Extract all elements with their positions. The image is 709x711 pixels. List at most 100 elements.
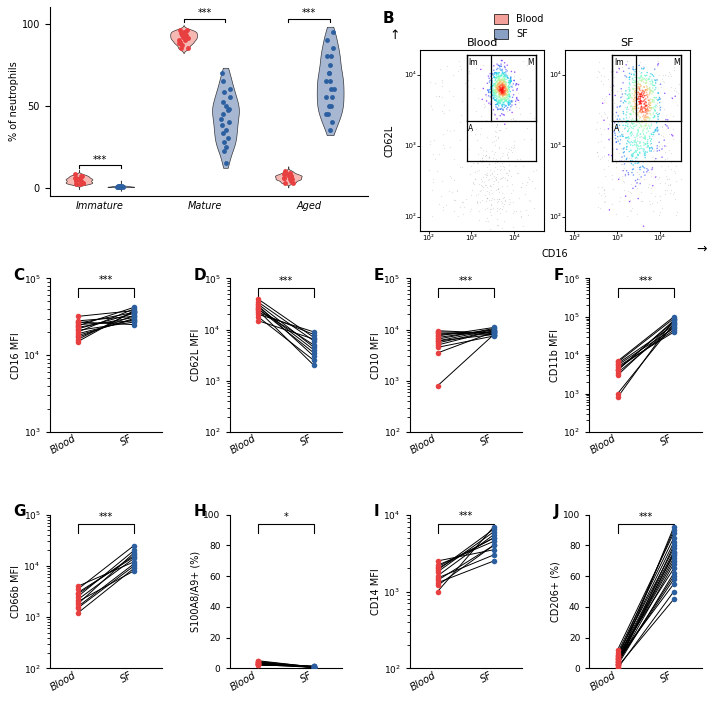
- Point: [623, 123, 635, 134]
- Point: [496, 55, 508, 66]
- Point: [510, 95, 521, 107]
- Point: [623, 153, 635, 164]
- Point: [523, 171, 534, 182]
- Point: [508, 75, 520, 86]
- Point: [489, 72, 501, 83]
- Point: [501, 65, 513, 77]
- Point: [494, 85, 506, 96]
- Point: [486, 92, 497, 104]
- Point: [665, 147, 676, 159]
- Point: [626, 117, 637, 128]
- Point: [455, 63, 467, 75]
- Point: [642, 95, 654, 106]
- Point: [637, 195, 648, 206]
- Point: [642, 98, 653, 109]
- Point: [491, 84, 502, 95]
- Point: [491, 86, 503, 97]
- Point: [593, 67, 604, 78]
- Point: [634, 136, 645, 147]
- Point: [503, 166, 515, 177]
- Point: [497, 85, 508, 96]
- Point: [610, 161, 622, 173]
- Point: [644, 114, 655, 125]
- Point: [496, 92, 508, 103]
- Point: [510, 205, 522, 217]
- Point: [636, 115, 647, 127]
- Point: [487, 169, 498, 180]
- Point: [637, 75, 648, 86]
- Point: [605, 121, 617, 132]
- Point: [652, 60, 663, 72]
- Point: [633, 96, 644, 107]
- Point: [621, 138, 632, 149]
- Point: [430, 90, 442, 102]
- Point: [601, 112, 613, 124]
- Point: [493, 73, 504, 84]
- Point: [643, 89, 654, 100]
- Point: [496, 226, 507, 237]
- Point: [616, 151, 627, 163]
- Point: [437, 128, 448, 139]
- Point: [491, 119, 502, 130]
- Point: [657, 141, 668, 152]
- Point: [625, 156, 636, 167]
- Point: [639, 137, 650, 149]
- Point: [491, 95, 502, 107]
- Point: [640, 70, 651, 82]
- Point: [627, 73, 638, 84]
- Point: [501, 180, 513, 191]
- Point: [603, 134, 615, 145]
- Point: [610, 208, 622, 220]
- Point: [482, 85, 493, 96]
- Point: [643, 105, 654, 117]
- Point: [626, 205, 637, 217]
- Point: [653, 58, 664, 70]
- Point: [493, 67, 504, 78]
- Point: [629, 86, 640, 97]
- Point: [640, 114, 651, 125]
- Point: [496, 73, 508, 85]
- Point: [495, 82, 506, 94]
- Point: [632, 102, 644, 114]
- Point: [659, 69, 670, 80]
- Point: [501, 80, 512, 91]
- Point: [491, 169, 503, 180]
- Point: [638, 92, 649, 103]
- Point: [632, 114, 644, 126]
- Point: [654, 194, 665, 205]
- Point: [631, 85, 642, 96]
- Point: [621, 120, 632, 132]
- Point: [643, 83, 654, 95]
- Point: [454, 201, 466, 213]
- Point: [620, 88, 631, 100]
- Point: [494, 97, 506, 108]
- Point: [496, 180, 508, 191]
- Text: A: A: [614, 124, 619, 133]
- Point: [642, 164, 654, 176]
- Point: [638, 113, 649, 124]
- Point: [637, 85, 648, 97]
- Point: [647, 146, 659, 157]
- Point: [486, 80, 497, 92]
- Point: [670, 160, 681, 171]
- Point: [625, 205, 636, 216]
- Point: [613, 171, 625, 183]
- Point: [630, 87, 642, 98]
- Point: [488, 165, 499, 176]
- Point: [646, 102, 657, 114]
- Point: [451, 186, 462, 197]
- Point: [510, 80, 521, 91]
- Point: [630, 145, 641, 156]
- Point: [495, 172, 506, 183]
- Point: [506, 75, 517, 87]
- Point: [488, 89, 499, 100]
- Point: [610, 137, 622, 148]
- Point: [501, 88, 512, 100]
- Point: [496, 75, 507, 86]
- Point: [642, 138, 653, 149]
- Point: [629, 135, 640, 146]
- Point: [620, 123, 631, 134]
- Point: [618, 175, 629, 186]
- Point: [476, 195, 488, 206]
- Point: [650, 82, 661, 93]
